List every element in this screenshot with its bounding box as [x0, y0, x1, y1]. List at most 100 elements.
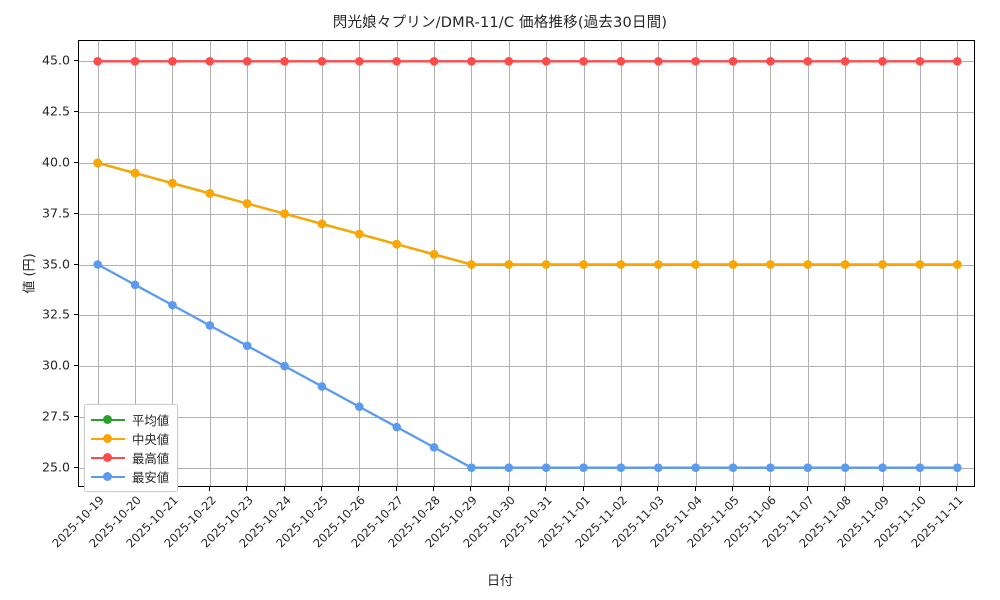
x-tick-mark [956, 487, 958, 491]
x-tick-mark [732, 487, 734, 491]
data-point [616, 260, 626, 269]
y-tick-label: 25.0 [41, 459, 70, 475]
data-point [242, 199, 252, 208]
legend-label: 平均値 [132, 412, 170, 428]
y-tick-mark [74, 111, 78, 113]
gridline-vertical [135, 41, 137, 486]
series-中央値 [93, 158, 962, 269]
data-point [392, 57, 401, 66]
x-tick-mark [657, 487, 659, 491]
data-point [840, 260, 850, 269]
series-line [96, 161, 959, 266]
data-point [579, 260, 588, 269]
y-tick-mark [74, 263, 78, 265]
x-tick-mark [283, 487, 285, 491]
y-tick-label: 30.0 [41, 357, 70, 373]
series-line [96, 263, 959, 469]
data-point [93, 57, 102, 66]
data-point [691, 260, 700, 269]
data-point [654, 260, 663, 269]
data-point [728, 463, 738, 472]
data-point [616, 57, 626, 66]
x-tick-mark [881, 487, 883, 491]
data-point [691, 463, 700, 472]
x-tick-mark [582, 487, 584, 491]
data-point [953, 463, 962, 472]
data-point [803, 463, 813, 472]
y-tick-mark [74, 365, 78, 367]
y-tick-label: 27.5 [41, 408, 70, 424]
data-point [691, 57, 700, 66]
data-point [766, 260, 775, 269]
legend-swatch-icon [91, 470, 125, 484]
x-tick-mark [694, 487, 696, 491]
gridline-vertical [359, 41, 361, 486]
data-point [467, 57, 476, 66]
y-tick-label: 32.5 [41, 306, 70, 322]
data-point [205, 57, 215, 66]
data-point [242, 341, 252, 351]
y-tick-mark [74, 161, 78, 163]
chart-legend[interactable]: 平均値 中央値 最高値最安値 [84, 404, 179, 492]
plot-area [78, 40, 975, 487]
legend-item-平均値[interactable]: 平均値 [91, 410, 169, 429]
x-tick-mark [433, 487, 435, 491]
data-point [317, 57, 327, 66]
legend-label: 最安値 [132, 469, 170, 485]
x-tick-mark [358, 487, 360, 491]
y-tick-mark [74, 60, 78, 62]
gridline-vertical [247, 41, 249, 486]
x-tick-mark [395, 487, 397, 491]
gridline-horizontal [79, 112, 974, 114]
data-point [93, 260, 102, 269]
gridline-horizontal [79, 416, 974, 418]
data-point [953, 260, 962, 269]
x-axis-label: 日付 [486, 574, 513, 589]
legend-item-最安値[interactable]: 最安値 [91, 467, 169, 486]
data-point [467, 463, 476, 472]
data-point [541, 260, 551, 269]
x-tick-mark [619, 487, 621, 491]
data-point [766, 57, 775, 66]
data-point [317, 219, 327, 229]
data-point [504, 260, 514, 269]
gridline-horizontal [79, 366, 974, 368]
data-point [242, 57, 252, 66]
data-point [429, 57, 439, 66]
x-tick-mark [507, 487, 509, 491]
legend-item-最高値[interactable]: 最高値 [91, 448, 169, 467]
x-tick-mark [918, 487, 920, 491]
series-平均値 [93, 158, 962, 269]
legend-marker-dot [103, 434, 112, 443]
data-point [654, 57, 663, 66]
data-point [392, 239, 401, 249]
chart-title: 閃光娘々プリン/DMR-11/C 価格推移(過去30日間) [332, 15, 668, 31]
data-point [317, 382, 327, 391]
data-point [616, 463, 626, 472]
gridline-horizontal [79, 162, 974, 164]
data-point [579, 463, 588, 472]
data-point [953, 57, 962, 66]
y-tick-label: 35.0 [41, 256, 70, 271]
y-tick-mark [74, 314, 78, 316]
data-point [803, 260, 813, 269]
series-layer [93, 57, 962, 472]
data-point [878, 260, 887, 269]
data-point [130, 57, 140, 66]
data-point [766, 463, 775, 472]
data-point [878, 463, 887, 472]
data-point [205, 321, 215, 330]
data-point [915, 57, 925, 66]
gridline-vertical [321, 41, 323, 486]
data-point [280, 57, 289, 66]
data-point [504, 57, 514, 66]
data-point [803, 57, 813, 66]
data-point [280, 361, 289, 371]
series-line [96, 161, 959, 266]
data-point [130, 280, 140, 290]
x-tick-mark [545, 487, 547, 491]
x-tick-mark [320, 487, 322, 491]
legend-swatch-icon [91, 432, 125, 446]
legend-item-中央値[interactable]: 中央値 [91, 429, 169, 448]
gridline-horizontal [79, 315, 974, 317]
